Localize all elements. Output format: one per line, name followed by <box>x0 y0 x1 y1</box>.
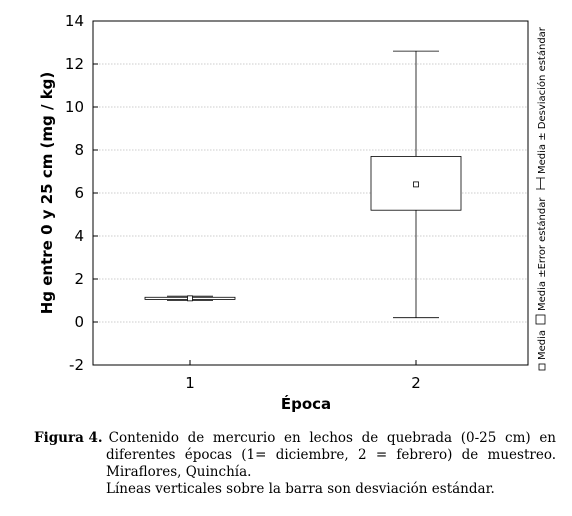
y-tick-label: 2 <box>74 270 84 288</box>
mean-marker <box>413 181 419 188</box>
caption-line-1: Contenido de mercurio en lechos de quebr… <box>108 430 556 446</box>
legend-se-label: Media ±Error estándar <box>536 197 548 311</box>
y-axis-title: Hg entre 0 y 25 cm (mg / kg) <box>38 72 56 315</box>
legend-mean-icon <box>538 363 546 371</box>
legend-se-icon <box>535 314 546 325</box>
x-tick-label: 2 <box>411 374 421 392</box>
caption-line-4: Líneas verticales sobre la barra son des… <box>106 481 495 497</box>
legend-sd-label: Media ± Desviación estándar <box>536 26 548 174</box>
legend: Media Media ±Error estándar Media ± Desv… <box>535 26 548 371</box>
box-2 <box>370 50 462 319</box>
box-1 <box>144 295 236 302</box>
x-axis-title: Época <box>281 394 331 413</box>
y-tick-label: 10 <box>65 98 84 116</box>
y-tick-label: 14 <box>65 12 84 30</box>
y-tick-label: -2 <box>69 356 84 374</box>
y-axis-ticks: -2 0 2 4 6 8 10 12 14 <box>65 12 98 374</box>
caption-label: Figura 4. <box>34 430 103 446</box>
y-tick-label: 0 <box>74 313 84 331</box>
caption-line-2: diferentes épocas (1= diciembre, 2 = feb… <box>106 447 556 463</box>
boxes <box>144 50 462 319</box>
y-tick-label: 8 <box>74 141 84 159</box>
y-tick-label: 12 <box>65 55 84 73</box>
mean-marker <box>187 295 193 302</box>
legend-mean-label: Media <box>537 330 548 360</box>
figure-caption: Figura 4. Contenido de mercurio en lecho… <box>34 430 556 498</box>
y-tick-label: 6 <box>74 184 84 202</box>
y-tick-label: 4 <box>74 227 84 245</box>
legend-sd-icon <box>536 177 545 190</box>
caption-line-3: Miraflores, Quinchía. <box>106 464 252 480</box>
gridlines <box>93 63 528 323</box>
x-tick-label: 1 <box>185 374 195 392</box>
